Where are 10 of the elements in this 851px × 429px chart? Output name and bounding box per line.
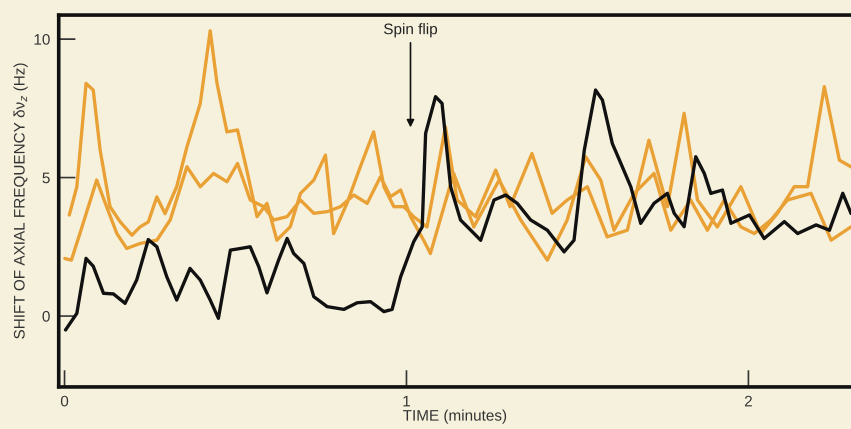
y-tick-label: 10 <box>34 34 50 45</box>
annotation: Spin flip <box>384 23 438 38</box>
x-axis-title: TIME (minutes) <box>403 410 506 424</box>
y-tick-label: 0 <box>42 310 50 322</box>
y-tick-label: 5 <box>42 172 50 184</box>
x-tick-label: 0 <box>60 396 68 407</box>
x-tick-label: 2 <box>744 396 752 406</box>
line-series <box>64 88 851 332</box>
y-axis-title: SHIFT OF AXIAL FREQUENCY δν$_{z}$ (Hz) <box>13 63 28 339</box>
x-tick-label: 1 <box>403 396 410 406</box>
